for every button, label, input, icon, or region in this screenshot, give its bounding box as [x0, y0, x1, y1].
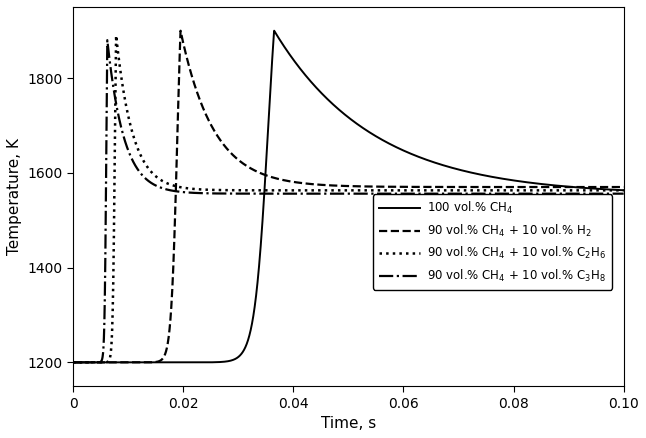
- 90 vol.% CH$_4$ + 10 vol.% C$_2$H$_6$: [480, 188, 488, 193]
- Line: 90 vol.% CH$_4$ + 10 vol.% C$_3$H$_8$: 90 vol.% CH$_4$ + 10 vol.% C$_3$H$_8$: [73, 40, 623, 362]
- 90 vol.% CH$_4$ + 10 vol.% C$_3$H$_8$: [428, 191, 435, 196]
- 90 vol.% CH$_4$ + 10 vol.% C$_3$H$_8$: [620, 191, 627, 196]
- 90 vol.% CH$_4$ + 10 vol.% H$_2$: [400, 184, 408, 190]
- Y-axis label: Temperature, K: Temperature, K: [7, 138, 22, 255]
- 90 vol.% CH$_4$ + 10 vol.% C$_3$H$_8$: [103, 38, 111, 43]
- 90 vol.% CH$_4$ + 10 vol.% C$_2$H$_6$: [400, 188, 408, 193]
- 90 vol.% CH$_4$ + 10 vol.% C$_2$H$_6$: [69, 360, 77, 365]
- 90 vol.% CH$_4$ + 10 vol.% C$_2$H$_6$: [522, 188, 530, 193]
- 90 vol.% CH$_4$ + 10 vol.% C$_2$H$_6$: [280, 188, 287, 193]
- 100 vol.% CH$_4$: [169, 360, 177, 365]
- 100 vol.% CH$_4$: [480, 173, 488, 178]
- 90 vol.% CH$_4$ + 10 vol.% H$_2$: [480, 184, 488, 190]
- 90 vol.% CH$_4$ + 10 vol.% C$_2$H$_6$: [169, 183, 177, 188]
- 90 vol.% CH$_4$ + 10 vol.% H$_2$: [620, 184, 627, 190]
- Legend: 100 vol.% CH$_4$, 90 vol.% CH$_4$ + 10 vol.% H$_2$, 90 vol.% CH$_4$ + 10 vol.% C: 100 vol.% CH$_4$, 90 vol.% CH$_4$ + 10 v…: [373, 194, 612, 290]
- 90 vol.% CH$_4$ + 10 vol.% H$_2$: [176, 28, 184, 33]
- 90 vol.% CH$_4$ + 10 vol.% H$_2$: [169, 268, 177, 273]
- Line: 100 vol.% CH$_4$: 100 vol.% CH$_4$: [73, 31, 623, 362]
- 90 vol.% CH$_4$ + 10 vol.% C$_2$H$_6$: [112, 33, 120, 38]
- 100 vol.% CH$_4$: [620, 187, 627, 193]
- 100 vol.% CH$_4$: [280, 43, 287, 48]
- 90 vol.% CH$_4$ + 10 vol.% C$_3$H$_8$: [169, 188, 177, 194]
- 90 vol.% CH$_4$ + 10 vol.% C$_2$H$_6$: [428, 188, 435, 193]
- 90 vol.% CH$_4$ + 10 vol.% C$_3$H$_8$: [400, 191, 408, 196]
- 90 vol.% CH$_4$ + 10 vol.% C$_3$H$_8$: [69, 360, 77, 365]
- 90 vol.% CH$_4$ + 10 vol.% H$_2$: [428, 184, 435, 190]
- 100 vol.% CH$_4$: [400, 148, 408, 153]
- 90 vol.% CH$_4$ + 10 vol.% H$_2$: [69, 360, 77, 365]
- Line: 90 vol.% CH$_4$ + 10 vol.% H$_2$: 90 vol.% CH$_4$ + 10 vol.% H$_2$: [73, 31, 623, 362]
- 100 vol.% CH$_4$: [428, 159, 435, 164]
- 90 vol.% CH$_4$ + 10 vol.% H$_2$: [280, 177, 287, 183]
- 100 vol.% CH$_4$: [522, 180, 530, 185]
- 90 vol.% CH$_4$ + 10 vol.% C$_2$H$_6$: [620, 188, 627, 193]
- 100 vol.% CH$_4$: [270, 28, 278, 33]
- X-axis label: Time, s: Time, s: [321, 416, 376, 431]
- Line: 90 vol.% CH$_4$ + 10 vol.% C$_2$H$_6$: 90 vol.% CH$_4$ + 10 vol.% C$_2$H$_6$: [73, 35, 623, 362]
- 100 vol.% CH$_4$: [69, 360, 77, 365]
- 90 vol.% CH$_4$ + 10 vol.% H$_2$: [522, 184, 530, 190]
- 90 vol.% CH$_4$ + 10 vol.% C$_3$H$_8$: [280, 191, 287, 196]
- 90 vol.% CH$_4$ + 10 vol.% C$_3$H$_8$: [480, 191, 488, 196]
- 90 vol.% CH$_4$ + 10 vol.% C$_3$H$_8$: [522, 191, 530, 196]
